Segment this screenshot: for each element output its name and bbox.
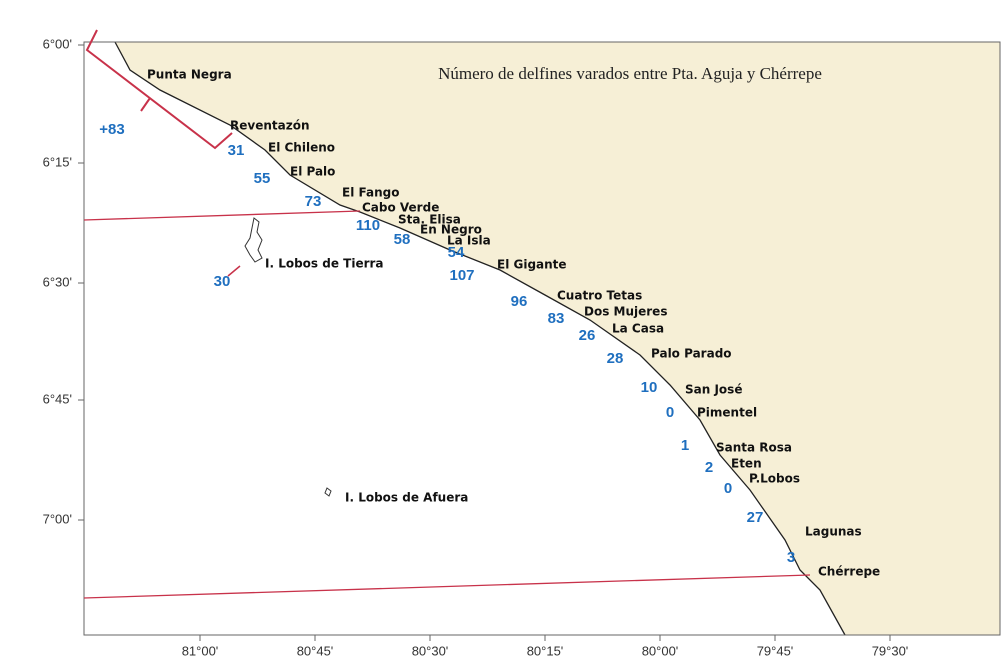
- place-name: I. Lobos de Afuera: [345, 491, 468, 505]
- stranding-count: 31: [228, 142, 245, 159]
- lon-tick-label: 79°45': [757, 643, 794, 658]
- stranding-count: 10: [641, 379, 658, 396]
- lat-tick-label: 6°15': [43, 154, 72, 169]
- stranding-count: 30: [214, 273, 231, 290]
- place-name: El Gigante: [497, 258, 567, 272]
- place-name: Dos Mujeres: [584, 305, 667, 319]
- stranding-count: 96: [511, 293, 528, 310]
- place-name: La Casa: [612, 322, 664, 336]
- lon-tick-label: 81°00': [182, 643, 219, 658]
- place-name: En Negro: [420, 223, 482, 237]
- map-title: Número de delfines varados entre Pta. Ag…: [438, 64, 822, 83]
- lon-tick-label: 80°45': [297, 643, 334, 658]
- stranding-count: 0: [724, 480, 732, 497]
- lat-tick-label: 7°00': [43, 511, 72, 526]
- place-name: Palo Parado: [651, 347, 732, 361]
- stranding-count: 0: [666, 404, 674, 421]
- stranding-count: 3: [787, 549, 795, 566]
- lon-tick-label: 80°15': [527, 643, 564, 658]
- lon-tick-label: 80°30': [412, 643, 449, 658]
- pointer: [227, 265, 241, 277]
- coastline: [114, 41, 846, 636]
- place-name: Reventazón: [230, 119, 310, 133]
- stranding-count: 58: [394, 231, 411, 248]
- stranding-count: 2: [705, 459, 713, 476]
- stranding-count: +83: [99, 121, 124, 138]
- place-name: El Fango: [342, 186, 399, 200]
- place-name: Cuatro Tetas: [557, 289, 642, 303]
- stranding-count: 83: [548, 310, 565, 327]
- lat-tick-label: 6°30': [43, 274, 72, 289]
- stranding-count: 107: [449, 267, 474, 284]
- place-name: Chérrepe: [818, 565, 880, 579]
- boundary-line: [83, 210, 361, 221]
- map-frame: [83, 41, 1001, 636]
- stranding-count: 27: [747, 509, 764, 526]
- place-name: El Palo: [290, 165, 335, 179]
- stranding-count: 73: [305, 193, 322, 210]
- stranding-count: 28: [607, 350, 624, 367]
- stranding-count: 1: [681, 437, 689, 454]
- place-name: Punta Negra: [147, 68, 232, 82]
- place-name: Lagunas: [805, 525, 862, 539]
- stranding-count: 110: [356, 217, 380, 234]
- place-name: Santa Rosa: [716, 441, 792, 455]
- place-name: Sta. Elisa: [398, 213, 461, 227]
- island: [324, 487, 332, 497]
- place-name: I. Lobos de Tierra: [265, 257, 384, 271]
- place-name: Pimentel: [697, 406, 757, 420]
- range-bracket: [85, 29, 233, 150]
- place-name: El Chileno: [268, 141, 335, 155]
- lon-tick-label: 80°00': [642, 643, 679, 658]
- land: [115, 42, 1000, 635]
- lat-tick-label: 6°45': [43, 391, 72, 406]
- lon-tick-label: 79°30': [872, 643, 909, 658]
- bracket-tick: [140, 97, 151, 112]
- stranding-count: 26: [579, 327, 596, 344]
- island: [244, 217, 263, 263]
- place-name: La Isla: [447, 234, 491, 248]
- boundary-line: [83, 574, 811, 599]
- stranding-count: 55: [254, 170, 271, 187]
- place-name: Eten: [731, 457, 762, 471]
- place-name: Cabo Verde: [362, 201, 439, 215]
- place-name: P.Lobos: [749, 472, 800, 486]
- place-name: San José: [685, 383, 742, 397]
- lat-tick-label: 6°00': [43, 36, 72, 51]
- stranding-count: 54: [448, 244, 465, 261]
